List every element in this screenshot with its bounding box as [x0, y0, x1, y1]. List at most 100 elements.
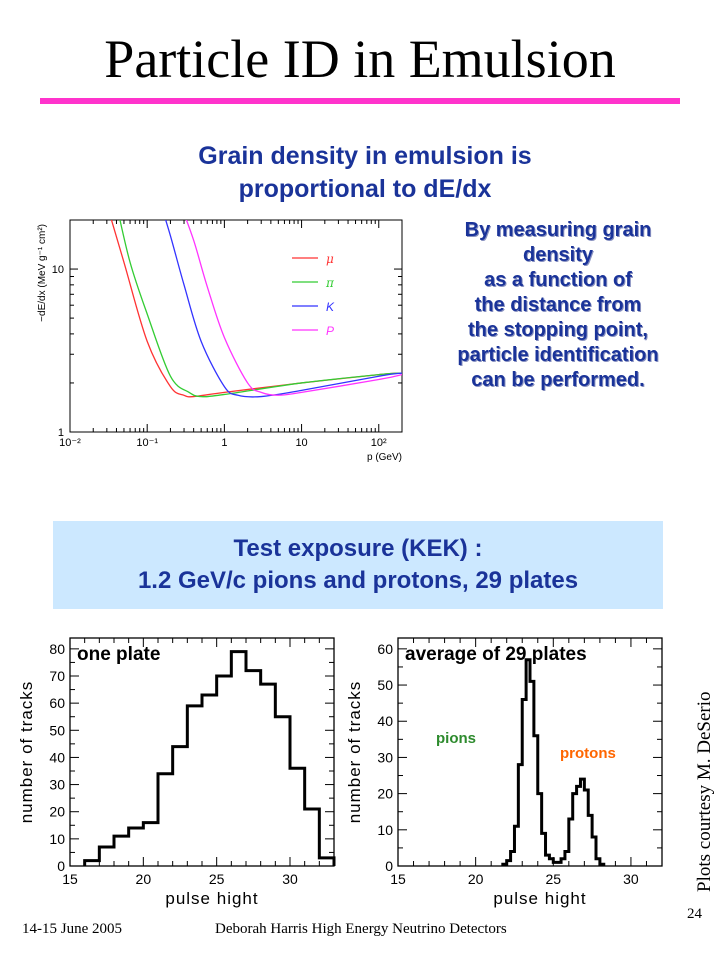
test-exposure-box: Test exposure (KEK) : 1.2 GeV/c pions an… — [53, 521, 663, 609]
y-tick-label: 20 — [377, 786, 393, 802]
histogram-bin — [584, 790, 588, 866]
y-tick-label: 60 — [377, 641, 393, 657]
histogram-bin — [522, 700, 526, 866]
histogram-outline — [83, 650, 336, 866]
histogram-bin — [600, 864, 604, 866]
y-tick-label: 30 — [377, 749, 393, 765]
histogram-bin — [565, 852, 569, 866]
histogram-bin — [511, 852, 515, 866]
histogram-bin — [514, 826, 518, 866]
x-tick-label: 1 — [221, 437, 227, 449]
series-line — [119, 220, 402, 398]
histogram-bin — [596, 859, 600, 866]
y-tick-label: 60 — [49, 695, 65, 711]
average-plates-histogram: 15 20 25 30 0 10 20 30 40 50 60 pulse hight number o… — [345, 637, 663, 908]
histogram-bin — [577, 786, 581, 866]
histogram-bin — [530, 681, 534, 866]
y-tick-label: 30 — [49, 777, 65, 793]
histogram-bin — [538, 794, 542, 866]
title-underline — [40, 98, 680, 104]
histogram-bin — [549, 859, 553, 866]
side-text-line: the distance from — [474, 294, 642, 316]
x-tick-label: 10⁻¹ — [136, 437, 158, 449]
x-tick-label: 20 — [136, 871, 152, 887]
x-tick-label: 25 — [209, 871, 225, 887]
series-line — [165, 220, 402, 398]
side-text-line: can be performed. — [471, 369, 645, 391]
y-tick-label: 0 — [385, 858, 393, 874]
x-axis-label: p (GeV) — [367, 452, 402, 463]
x-axis-label: pulse hight — [493, 889, 586, 908]
protons-annotation: protons — [560, 745, 616, 762]
y-axis-label: number of tracks — [345, 681, 364, 824]
series-line — [110, 220, 402, 398]
x-tick-label: 15 — [390, 871, 406, 887]
legend-label: K — [326, 300, 335, 314]
histogram-bin — [542, 833, 546, 866]
y-axis-label: −dE/dx (MeV g⁻¹ cm²) — [37, 224, 48, 322]
histogram-bin — [580, 779, 584, 866]
histogram-bin — [503, 864, 507, 866]
histogram-bin — [557, 862, 561, 866]
histogram-title: one plate — [77, 644, 160, 665]
y-tick-label: 40 — [49, 749, 65, 765]
x-axis-label: pulse hight — [165, 889, 258, 908]
headline-line: Grain density in emulsion is — [198, 142, 532, 170]
histogram-bin — [518, 765, 522, 866]
x-tick-label: 10² — [371, 437, 387, 449]
side-text-line: particle identification — [457, 344, 659, 366]
plot-frame — [69, 219, 403, 433]
legend-label: μ — [326, 252, 334, 266]
histogram-title: average of 29 plates — [405, 644, 587, 665]
dedx-chart: 10⁻² 10⁻¹ 1 10 10² 1 10 p (GeV) −dE/dx (MeV g⁻¹ … — [37, 219, 403, 463]
y-tick-label: 50 — [377, 677, 393, 693]
y-tick-label: 50 — [49, 722, 65, 738]
x-tick-label: 20 — [468, 871, 484, 887]
histogram-bin — [588, 815, 592, 866]
y-tick-label: 1 — [58, 427, 64, 439]
y-tick-label: 10 — [49, 831, 65, 847]
histogram-bin — [534, 736, 538, 866]
y-tick-label: 10 — [52, 264, 64, 276]
headline: Grain density in emulsion is proportiona… — [80, 140, 650, 206]
y-axis-label: number of tracks — [17, 681, 36, 824]
y-tick-label: 80 — [49, 641, 65, 657]
legend-label: π — [325, 276, 335, 290]
histogram-bin — [561, 859, 565, 866]
histogram-bin — [553, 862, 557, 866]
y-tick-label: 20 — [49, 804, 65, 820]
x-tick-label: 25 — [546, 871, 562, 887]
x-tick-label: 30 — [623, 871, 639, 887]
histogram-bin — [569, 819, 573, 866]
x-tick-label: 30 — [282, 871, 298, 887]
x-tick-label: 10⁻² — [59, 437, 81, 449]
side-text-line: the stopping point, — [468, 319, 648, 341]
y-tick-label: 10 — [377, 822, 393, 838]
series-line — [185, 220, 402, 396]
histogram-bin — [526, 660, 530, 866]
plot-frame — [397, 637, 663, 867]
histogram-bin — [546, 855, 550, 866]
y-tick-label: 40 — [377, 713, 393, 729]
x-tick-label: 15 — [62, 871, 78, 887]
plot-credit: Plots courtesy M. DeSerio — [694, 691, 715, 892]
side-text-line: as a function of — [484, 269, 632, 291]
side-text-line: density — [522, 244, 594, 266]
pions-annotation: pions — [436, 730, 476, 747]
histogram-outline — [501, 658, 606, 866]
legend-label: P — [326, 324, 334, 338]
side-text-line: By measuring grain — [464, 219, 652, 241]
page-number: 24 — [687, 906, 702, 922]
y-tick-label: 70 — [49, 668, 65, 684]
side-explanation: By measuring grain density as a function… — [408, 218, 708, 393]
histogram-bin — [573, 794, 577, 866]
footer-author: Deborah Harris High Energy Neutrino Dete… — [215, 921, 507, 937]
histogram-bin — [592, 837, 596, 866]
headline-line: proportional to dE/dx — [238, 175, 492, 203]
x-tick-label: 10 — [295, 437, 307, 449]
histogram-bin — [507, 861, 511, 866]
slide-title: Particle ID in Emulsion — [104, 29, 616, 89]
y-tick-label: 0 — [57, 858, 65, 874]
footer-date: 14-15 June 2005 — [22, 921, 122, 937]
test-exposure-line: Test exposure (KEK) : — [233, 535, 483, 562]
